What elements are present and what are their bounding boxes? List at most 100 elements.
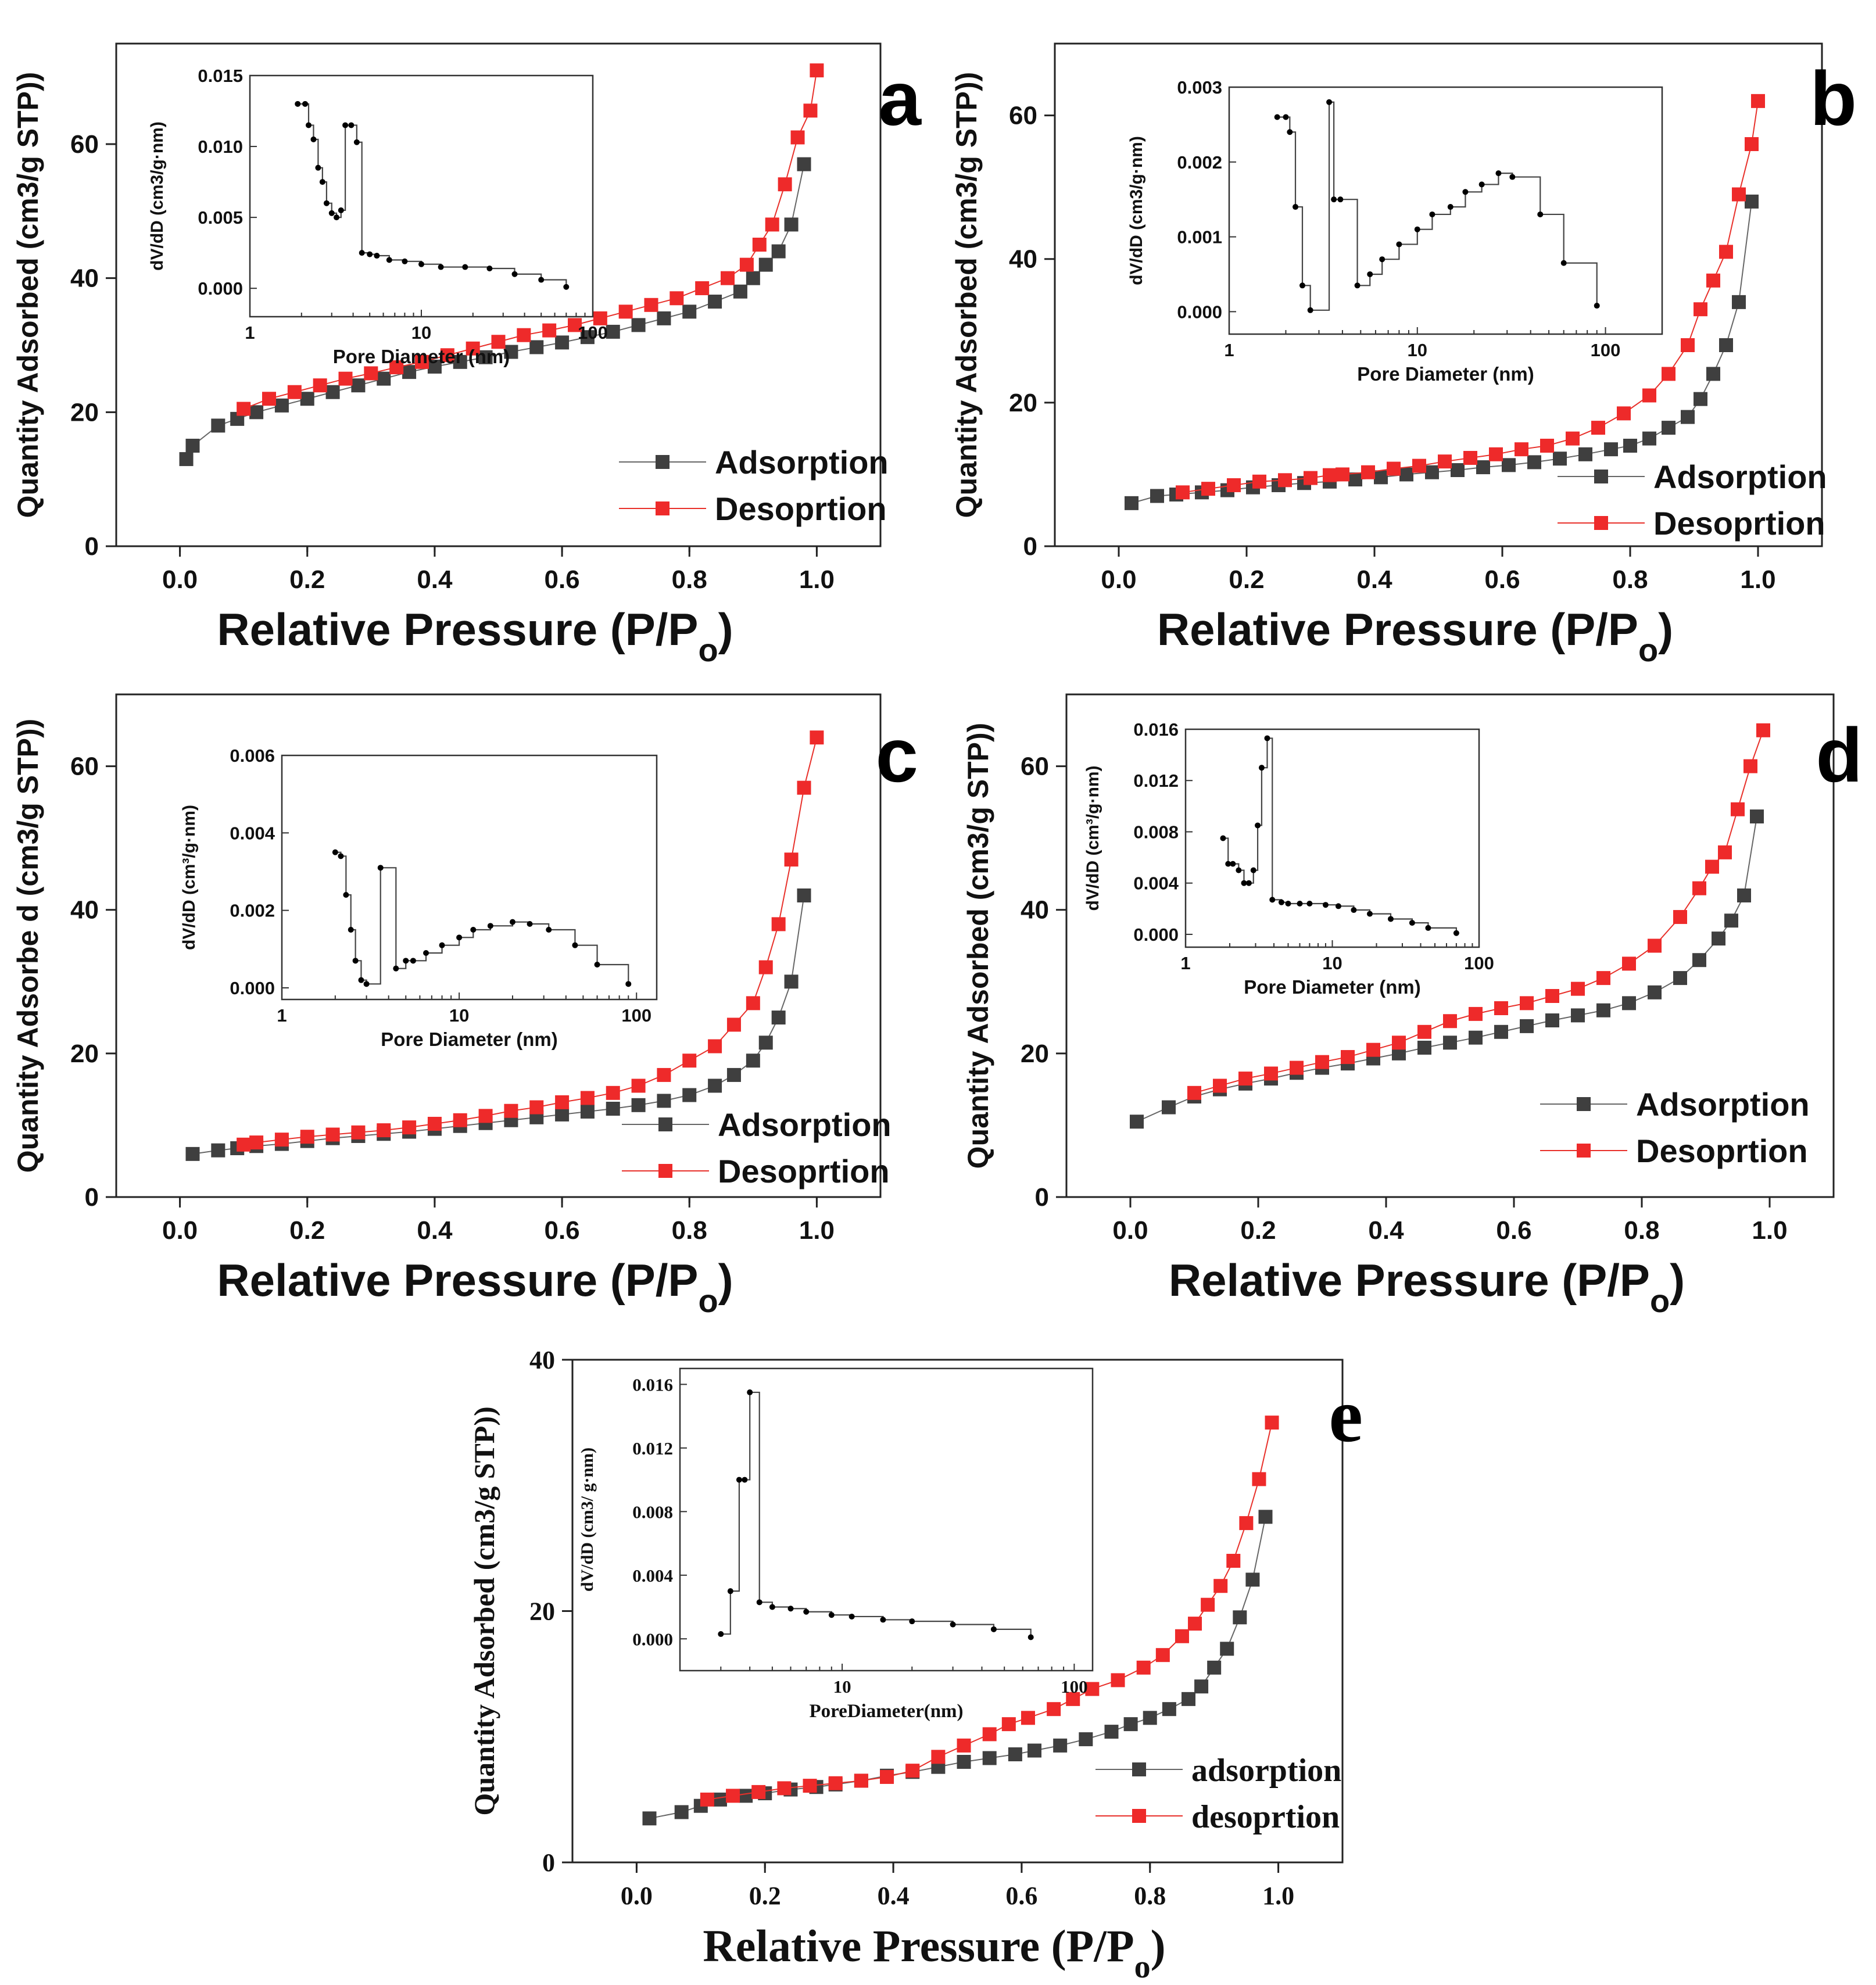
- desorption-point: [377, 1123, 391, 1138]
- x-tick-label: 0.0: [1101, 565, 1136, 594]
- desorption-point: [1155, 1648, 1170, 1662]
- inset-data-point: [1331, 196, 1337, 203]
- inset-y-tick-label: 0.016: [1133, 719, 1179, 740]
- adsorption-point: [1130, 1115, 1144, 1129]
- y-tick-label: 20: [529, 1597, 555, 1626]
- x-axis-label-end: ): [1670, 1255, 1685, 1306]
- inset-data-point: [342, 122, 349, 128]
- desorption-point: [739, 257, 754, 272]
- desorption-point: [1571, 981, 1585, 996]
- desorption-point: [905, 1764, 920, 1778]
- inset-x-axis-label: Pore Diameter (nm): [381, 1029, 557, 1050]
- inset-data-point: [1307, 307, 1313, 313]
- adsorption-point: [1724, 913, 1738, 928]
- inset-data-point: [1453, 930, 1459, 936]
- adsorption-point: [1732, 295, 1746, 309]
- adsorption-point: [797, 157, 811, 171]
- desorption-point: [644, 298, 658, 312]
- adsorption-point: [739, 1789, 753, 1803]
- desorption-point: [237, 1137, 251, 1152]
- x-axis-label-end: ): [1658, 604, 1673, 655]
- desorption-point: [287, 385, 302, 399]
- desorption-point: [262, 392, 276, 406]
- inset-data-point: [1264, 735, 1270, 741]
- inset-data-point: [363, 981, 370, 987]
- desorption-point: [1494, 1001, 1508, 1016]
- desorption-point: [1596, 971, 1610, 986]
- adsorption-point: [1578, 447, 1592, 461]
- inset-x-tick-label: 10: [833, 1676, 851, 1697]
- desorption-point: [1226, 1554, 1241, 1568]
- inset-data-point: [302, 101, 309, 107]
- inset-x-tick-label: 100: [1061, 1676, 1088, 1697]
- inset-data-point: [374, 253, 380, 259]
- y-tick-label: 20: [70, 1040, 99, 1068]
- adsorption-point: [726, 1067, 741, 1082]
- inset-x-tick-label: 100: [1464, 953, 1494, 973]
- adsorption-point: [682, 304, 697, 319]
- x-tick-label: 0.8: [1134, 1882, 1166, 1910]
- inset-frame: [1228, 86, 1663, 335]
- inset-data-point: [1429, 211, 1435, 217]
- desorption-point: [325, 1127, 340, 1142]
- desorption-point: [1489, 447, 1503, 461]
- desorption-point: [657, 1067, 671, 1082]
- desorption-point: [1705, 859, 1719, 874]
- adsorption-point: [351, 378, 366, 393]
- inset-x-tick-label: 1: [1224, 340, 1234, 360]
- desorption-point: [957, 1738, 971, 1753]
- adsorption-point: [657, 1094, 671, 1108]
- adsorption-point: [1443, 1036, 1457, 1050]
- inset-y-tick-label: 0.015: [198, 66, 243, 86]
- adsorption-point: [580, 330, 595, 345]
- desorption-point: [1252, 1472, 1266, 1486]
- inset-x-tick-label: 100: [578, 323, 608, 343]
- x-axis-label: Relative Pressure (P/Po): [703, 1920, 1165, 1985]
- adsorption-point: [1596, 1003, 1610, 1017]
- inset-data-point: [343, 892, 349, 898]
- x-tick-label: 1.0: [1740, 565, 1775, 594]
- desorption-point: [1238, 1072, 1252, 1086]
- inset-data-point: [1335, 903, 1341, 909]
- adsorption-point: [1258, 1510, 1273, 1524]
- desorption-point: [803, 1779, 817, 1793]
- desorption-point: [1463, 451, 1477, 465]
- y-tick-label: 60: [70, 753, 99, 781]
- inset-y-tick-label: 0.003: [1177, 77, 1222, 98]
- y-axis-label: Quantity Adsorbed (cm3/g STP)): [962, 723, 994, 1169]
- desorption-point: [1756, 723, 1770, 737]
- desorption-point: [1001, 1717, 1016, 1732]
- adsorption-point: [746, 1054, 760, 1068]
- adsorption-point: [642, 1811, 657, 1826]
- desorption-point: [453, 1113, 467, 1127]
- x-tick-label: 0.8: [1612, 565, 1648, 594]
- inset-data-point: [1366, 911, 1373, 917]
- legend-desorption-marker: [1577, 1144, 1591, 1158]
- desorption-point: [427, 1116, 442, 1131]
- inset-data-point: [594, 962, 600, 968]
- inset-data-point: [334, 214, 340, 221]
- desorption-point: [1694, 302, 1707, 317]
- panel-e: 0.0 0.2 0.4 0.6 0.8 1.0 0 20 40 Relative Pressure…: [468, 1346, 1363, 1985]
- y-tick-label: 20: [70, 398, 99, 427]
- x-tick-label: 0.4: [417, 565, 453, 594]
- desorption-point: [752, 238, 767, 252]
- desorption-point: [1545, 989, 1559, 1003]
- inset-data-point: [572, 942, 578, 948]
- x-axis-label: Relative Pressure (P/Po): [217, 604, 733, 668]
- x-axis-label-sub: o: [698, 1282, 718, 1319]
- desorption-point: [631, 1079, 646, 1093]
- desorption-point: [700, 1792, 714, 1807]
- inset-data-point: [470, 927, 477, 933]
- adsorption-point: [1642, 431, 1656, 446]
- adsorption-point: [1712, 931, 1725, 946]
- adsorption-point: [1417, 1040, 1431, 1055]
- adsorption-point: [1194, 1679, 1209, 1694]
- desorption-point: [504, 1103, 518, 1118]
- adsorption-point: [674, 1805, 689, 1819]
- adsorption-point: [1053, 1738, 1068, 1753]
- plot-frame: [1065, 693, 1835, 1198]
- adsorption-point: [1545, 1013, 1559, 1028]
- adsorption-point: [1245, 1572, 1260, 1587]
- desorption-point: [1515, 442, 1528, 457]
